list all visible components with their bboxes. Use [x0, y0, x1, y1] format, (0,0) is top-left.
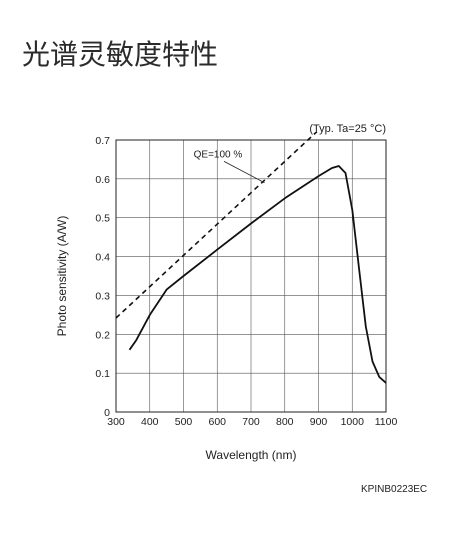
- qe-label: QE=100 %: [194, 149, 243, 160]
- x-tick-label-700: 700: [242, 416, 260, 428]
- x-tick-label-500: 500: [175, 416, 193, 428]
- photo-sensitivity-curve: [128, 165, 386, 384]
- x-tick-label-300: 300: [107, 416, 125, 428]
- y-tick-label-0-6: 0.6: [95, 174, 110, 186]
- x-tick-label-600: 600: [208, 416, 226, 428]
- x-tick-label-800: 800: [276, 416, 294, 428]
- axis-ticks: 300 400 500 600 700 800 900 1000 1100 0 0.1 0.2 0.3 0…: [95, 135, 397, 428]
- x-tick-label-900: 900: [310, 416, 328, 428]
- y-tick-label-0-2: 0.2: [95, 329, 110, 341]
- series-group: [116, 132, 386, 384]
- x-tick-label-1100: 1100: [375, 416, 398, 428]
- x-tick-label-1000: 1000: [341, 416, 365, 428]
- y-tick-label-0-3: 0.3: [95, 290, 110, 302]
- qe-label-leader: [223, 161, 265, 184]
- x-tick-label-400: 400: [141, 416, 159, 428]
- y-axis-label: Photo sensitivity (A/W): [55, 216, 69, 337]
- condition-note: (Typ. Ta=25 °C): [309, 123, 386, 135]
- y-tick-label-0-1: 0.1: [95, 368, 110, 380]
- x-axis-label: Wavelength (nm): [206, 448, 297, 462]
- y-tick-label-0-4: 0.4: [95, 252, 110, 264]
- grid-lines: [116, 140, 386, 412]
- y-tick-label-0: 0: [104, 407, 110, 419]
- figure-code: KPINB0223EC: [361, 484, 428, 495]
- y-tick-label-0-7: 0.7: [95, 135, 110, 147]
- page-heading: 光谱灵敏度特性: [22, 38, 219, 71]
- plot-frame: [115, 139, 387, 413]
- y-tick-label-0-5: 0.5: [95, 213, 110, 225]
